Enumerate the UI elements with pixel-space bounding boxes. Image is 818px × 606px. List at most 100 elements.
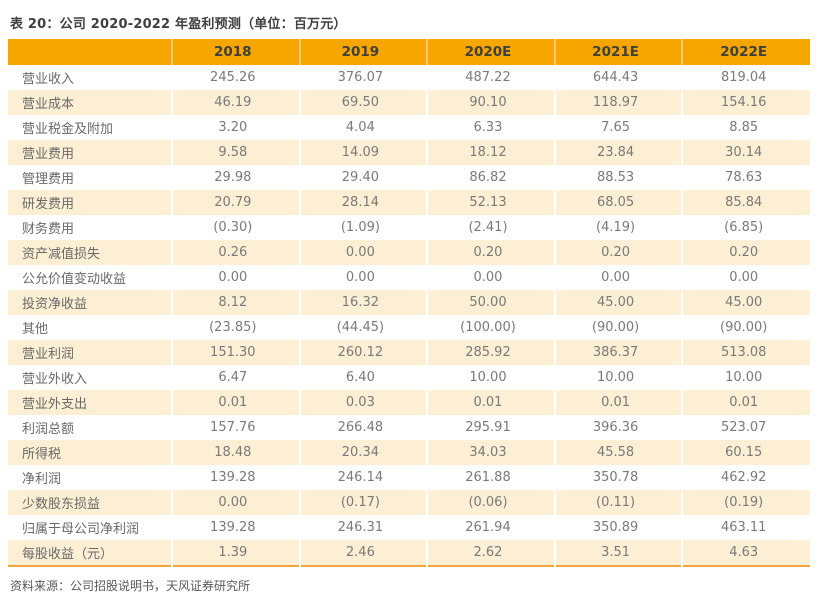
value-cell: 376.07 — [298, 65, 428, 90]
value-cell: 10.00 — [553, 365, 683, 390]
value-cell: 0.00 — [426, 265, 555, 290]
value-cell: 350.89 — [553, 515, 683, 540]
value-cell: 0.00 — [171, 265, 300, 290]
value-cell: 18.12 — [426, 140, 555, 165]
table-header: 2018 2019 2020E 2021E 2022E — [8, 39, 810, 65]
value-cell: 295.91 — [426, 415, 555, 440]
value-cell: 523.07 — [681, 415, 810, 440]
row-label: 研发费用 — [22, 197, 75, 212]
value-cell: 139.28 — [171, 465, 300, 490]
table-row: 净利润 139.28 246.14 261.88 350.78 462.92 — [8, 465, 810, 490]
header-row: 2018 2019 2020E 2021E 2022E — [8, 39, 810, 65]
value-cell: 246.14 — [298, 465, 428, 490]
value-cell: 266.48 — [298, 415, 428, 440]
value-cell: 0.20 — [426, 240, 555, 265]
value-cell: 29.40 — [298, 165, 428, 190]
value-cell: 20.34 — [298, 440, 428, 465]
row-label: 营业成本 — [22, 97, 75, 112]
value-cell: 20.79 — [171, 190, 300, 215]
table-row: 研发费用 20.79 28.14 52.13 68.05 85.84 — [8, 190, 810, 215]
value-cell: 245.26 — [171, 65, 300, 90]
value-cell: 46.19 — [171, 90, 300, 115]
table-row: 少数股东损益 0.00 (0.17) (0.06) (0.11) (0.19) — [8, 490, 810, 515]
value-cell: 0.20 — [681, 240, 810, 265]
value-cell: 8.12 — [171, 290, 300, 315]
value-cell: 45.58 — [553, 440, 683, 465]
value-cell: 154.16 — [681, 90, 810, 115]
value-cell: 0.03 — [298, 390, 428, 415]
value-cell: 2.62 — [426, 540, 555, 566]
value-cell: (1.09) — [298, 215, 428, 240]
value-cell: 6.33 — [426, 115, 555, 140]
value-cell: 60.15 — [681, 440, 810, 465]
table-row: 其他 (23.85) (44.45) (100.00) (90.00) (90.00) — [8, 315, 810, 340]
table-row: 管理费用 29.98 29.40 86.82 88.53 78.63 — [8, 165, 810, 190]
value-cell: (6.85) — [681, 215, 810, 240]
value-cell: 18.48 — [171, 440, 300, 465]
row-label: 财务费用 — [22, 222, 75, 237]
value-cell: 0.00 — [171, 490, 300, 515]
table-row: 营业外支出 0.01 0.03 0.01 0.01 0.01 — [8, 390, 810, 415]
value-cell: 4.63 — [681, 540, 810, 566]
table-title: 表 20：公司 2020-2022 年盈利预测（单位：百万元） — [10, 17, 347, 32]
value-cell: 50.00 — [426, 290, 555, 315]
value-cell: 0.00 — [298, 240, 428, 265]
row-label: 管理费用 — [22, 172, 75, 187]
value-cell: (90.00) — [681, 315, 810, 340]
value-cell: (4.19) — [553, 215, 683, 240]
row-label: 资产减值损失 — [22, 247, 101, 262]
value-cell: 86.82 — [426, 165, 555, 190]
value-cell: 52.13 — [426, 190, 555, 215]
value-cell: 261.88 — [426, 465, 555, 490]
header-cell-year: 2022E — [681, 39, 810, 65]
value-cell: 246.31 — [298, 515, 428, 540]
value-cell: (23.85) — [171, 315, 300, 340]
value-cell: 3.20 — [171, 115, 300, 140]
value-cell: 34.03 — [426, 440, 555, 465]
table-row: 所得税 18.48 20.34 34.03 45.58 60.15 — [8, 440, 810, 465]
table-row: 营业外收入 6.47 6.40 10.00 10.00 10.00 — [8, 365, 810, 390]
row-label: 其他 — [22, 322, 49, 337]
header-cell-label — [8, 39, 172, 65]
row-label: 归属于母公司净利润 — [22, 522, 140, 537]
value-cell: 68.05 — [553, 190, 683, 215]
value-cell: 0.00 — [681, 265, 810, 290]
value-cell: 10.00 — [426, 365, 555, 390]
value-cell: 45.00 — [553, 290, 683, 315]
table-row: 资产减值损失 0.26 0.00 0.20 0.20 0.20 — [8, 240, 810, 265]
value-cell: 462.92 — [681, 465, 810, 490]
row-label: 净利润 — [22, 472, 62, 487]
value-cell: 139.28 — [171, 515, 300, 540]
value-cell: 6.47 — [171, 365, 300, 390]
value-cell: 4.04 — [298, 115, 428, 140]
value-cell: 6.40 — [298, 365, 428, 390]
header-cell-year: 2019 — [298, 39, 428, 65]
row-label: 少数股东损益 — [22, 497, 101, 512]
table-row: 营业费用 9.58 14.09 18.12 23.84 30.14 — [8, 140, 810, 165]
value-cell: 10.00 — [681, 365, 810, 390]
value-cell: 0.01 — [681, 390, 810, 415]
table-row: 财务费用 (0.30) (1.09) (2.41) (4.19) (6.85) — [8, 215, 810, 240]
row-label: 营业外支出 — [22, 397, 88, 412]
value-cell: 69.50 — [298, 90, 428, 115]
value-cell: 0.20 — [553, 240, 683, 265]
table-row: 归属于母公司净利润 139.28 246.31 261.94 350.89 463.11 — [8, 515, 810, 540]
value-cell: 23.84 — [553, 140, 683, 165]
value-cell: 396.36 — [553, 415, 683, 440]
value-cell: 88.53 — [553, 165, 683, 190]
value-cell: (100.00) — [426, 315, 555, 340]
value-cell: 0.01 — [553, 390, 683, 415]
table-row: 利润总额 157.76 266.48 295.91 396.36 523.07 — [8, 415, 810, 440]
value-cell: 14.09 — [298, 140, 428, 165]
value-cell: 3.51 — [553, 540, 683, 566]
value-cell: 85.84 — [681, 190, 810, 215]
value-cell: 0.26 — [171, 240, 300, 265]
value-cell: 261.94 — [426, 515, 555, 540]
header-cell-year: 2020E — [426, 39, 555, 65]
value-cell: 350.78 — [553, 465, 683, 490]
value-cell: 78.63 — [681, 165, 810, 190]
value-cell: 8.85 — [681, 115, 810, 140]
value-cell: (0.17) — [298, 490, 428, 515]
value-cell: 90.10 — [426, 90, 555, 115]
value-cell: (0.30) — [171, 215, 300, 240]
